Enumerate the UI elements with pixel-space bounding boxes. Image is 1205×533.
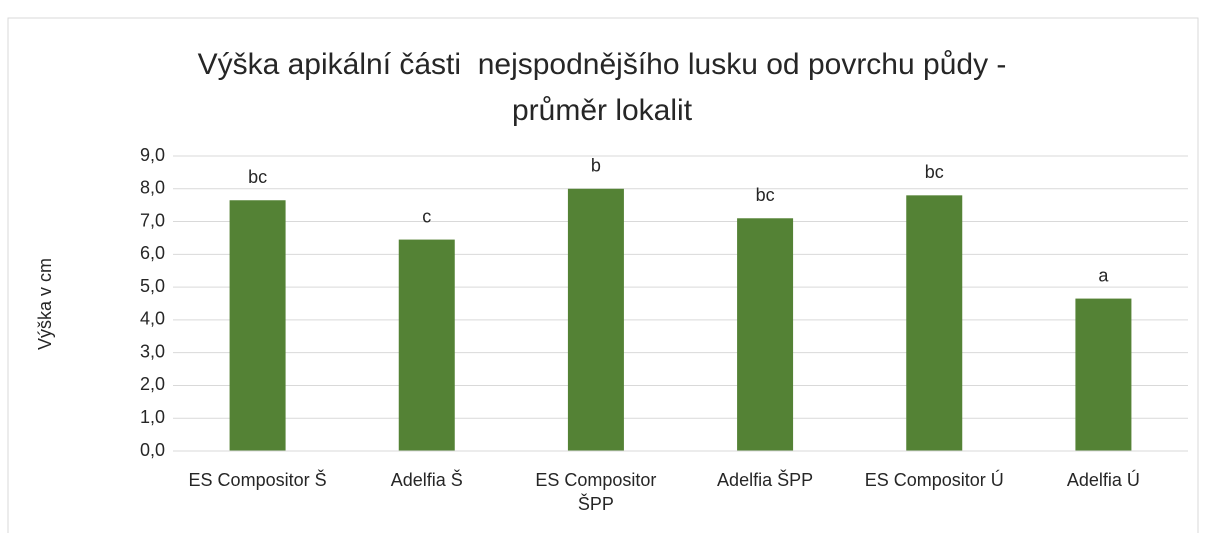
bar [1075,298,1132,451]
y-tick-label: 0,0 [140,440,165,460]
bar [398,239,455,451]
y-tick-label: 3,0 [140,341,165,361]
bar [906,195,963,451]
x-tick-label: ES Compositor ŠPP [535,470,657,514]
bar-annotation: c [422,206,431,226]
y-tick-label: 7,0 [140,210,165,230]
x-tick-label: Adelfia Ú [1066,470,1140,490]
y-tick-label: 2,0 [140,374,165,394]
y-tick-label: 1,0 [140,407,165,427]
bar-annotation: bc [756,185,775,205]
y-tick-label: 8,0 [140,178,165,198]
x-tick-label: ES Compositor Š [188,470,327,490]
x-tick-label: Adelfia Š [390,470,463,490]
bar-annotation: bc [925,162,944,182]
chart-title: Výška apikální části nejspodnějšího lusk… [197,48,1015,127]
x-tick-label: Adelfia ŠPP [717,470,814,490]
y-tick-label: 4,0 [140,309,165,329]
bar-annotation: a [1098,265,1109,285]
x-tick-label: ES Compositor Ú [864,470,1004,490]
y-tick-label: 6,0 [140,243,165,263]
bar [737,218,794,451]
bar [567,188,624,451]
bar-annotation: b [591,156,601,176]
chart-border [7,17,1199,533]
y-tick-label: 5,0 [140,276,165,296]
bar [229,200,286,451]
bar-annotation: bc [248,167,267,187]
y-tick-label: 9,0 [140,145,165,165]
y-axis-label: Výška v cm [35,258,55,350]
